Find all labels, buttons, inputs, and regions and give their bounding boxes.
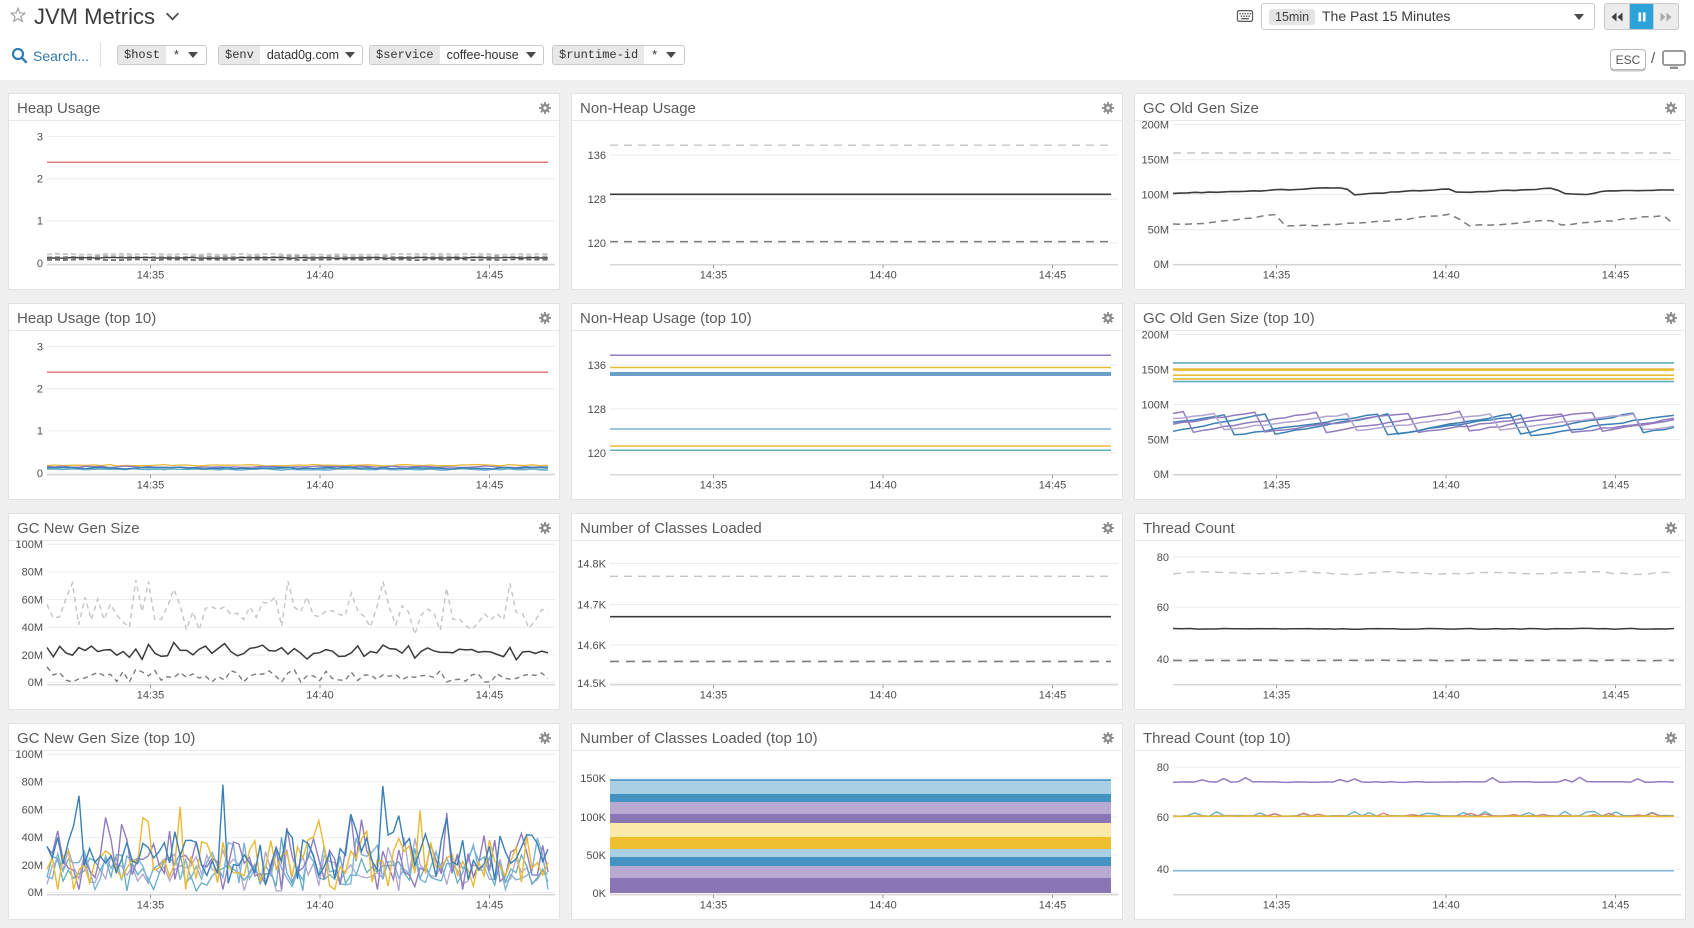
svg-text:14:35: 14:35 [700, 480, 728, 492]
svg-text:1: 1 [37, 426, 43, 438]
svg-text:0: 0 [37, 468, 43, 480]
svg-text:120: 120 [588, 448, 606, 460]
svg-text:40M: 40M [22, 832, 43, 844]
svg-text:100M: 100M [1141, 189, 1169, 201]
svg-text:0M: 0M [28, 677, 43, 689]
svg-text:120: 120 [588, 238, 606, 250]
svg-text:0M: 0M [1154, 469, 1169, 481]
svg-text:1: 1 [37, 216, 43, 228]
svg-text:0: 0 [37, 258, 43, 270]
svg-text:50M: 50M [1148, 224, 1169, 236]
svg-text:60: 60 [1157, 812, 1169, 824]
svg-text:128: 128 [588, 194, 606, 206]
svg-text:128: 128 [588, 404, 606, 416]
svg-text:14:45: 14:45 [1039, 690, 1067, 702]
svg-text:14:40: 14:40 [869, 690, 897, 702]
svg-text:14:40: 14:40 [1432, 690, 1460, 702]
svg-text:14.8K: 14.8K [577, 558, 606, 570]
svg-text:14:40: 14:40 [1432, 900, 1460, 912]
svg-text:14:40: 14:40 [869, 270, 897, 282]
svg-text:60M: 60M [22, 804, 43, 816]
svg-text:2: 2 [37, 174, 43, 186]
svg-text:14:35: 14:35 [137, 270, 165, 282]
svg-text:14:40: 14:40 [869, 900, 897, 912]
svg-text:60M: 60M [22, 594, 43, 606]
svg-text:14:45: 14:45 [476, 690, 504, 702]
svg-text:50K: 50K [586, 850, 606, 862]
svg-text:3: 3 [37, 341, 43, 353]
svg-text:14:45: 14:45 [1602, 480, 1630, 492]
svg-text:14:45: 14:45 [1602, 270, 1630, 282]
svg-text:200M: 200M [1141, 120, 1169, 131]
svg-text:20M: 20M [22, 860, 43, 872]
svg-text:100M: 100M [1141, 399, 1169, 411]
svg-text:40: 40 [1157, 654, 1169, 666]
svg-text:14.5K: 14.5K [577, 678, 606, 690]
svg-text:14:40: 14:40 [306, 270, 334, 282]
svg-text:14:40: 14:40 [306, 900, 334, 912]
svg-text:80: 80 [1157, 762, 1169, 774]
svg-text:14:35: 14:35 [700, 900, 728, 912]
svg-text:14:35: 14:35 [1263, 690, 1291, 702]
svg-text:14:45: 14:45 [476, 480, 504, 492]
svg-text:0M: 0M [1154, 259, 1169, 271]
svg-text:200M: 200M [1141, 330, 1169, 341]
svg-text:100M: 100M [15, 750, 43, 761]
svg-text:14:45: 14:45 [476, 270, 504, 282]
svg-text:14:45: 14:45 [1039, 900, 1067, 912]
svg-text:40M: 40M [22, 622, 43, 634]
svg-text:14:35: 14:35 [1263, 480, 1291, 492]
svg-text:14:35: 14:35 [1263, 270, 1291, 282]
svg-text:14:35: 14:35 [1263, 900, 1291, 912]
svg-text:3: 3 [37, 131, 43, 143]
svg-text:14:45: 14:45 [1039, 270, 1067, 282]
svg-text:14:40: 14:40 [1432, 480, 1460, 492]
svg-text:80M: 80M [22, 567, 43, 579]
svg-text:150K: 150K [580, 773, 606, 785]
svg-text:14:40: 14:40 [1432, 270, 1460, 282]
svg-text:40: 40 [1157, 864, 1169, 876]
svg-text:14:35: 14:35 [700, 690, 728, 702]
svg-text:150M: 150M [1141, 154, 1169, 166]
svg-text:60: 60 [1157, 602, 1169, 614]
svg-text:14:45: 14:45 [476, 900, 504, 912]
svg-text:14:35: 14:35 [700, 270, 728, 282]
svg-text:50M: 50M [1148, 434, 1169, 446]
svg-text:14:45: 14:45 [1602, 900, 1630, 912]
svg-text:14:35: 14:35 [137, 480, 165, 492]
svg-text:14:40: 14:40 [306, 480, 334, 492]
svg-text:14:45: 14:45 [1602, 690, 1630, 702]
svg-text:80M: 80M [22, 777, 43, 789]
svg-text:14:35: 14:35 [137, 900, 165, 912]
svg-text:2: 2 [37, 384, 43, 396]
svg-text:14:45: 14:45 [1039, 480, 1067, 492]
svg-text:136: 136 [588, 360, 606, 372]
svg-text:150M: 150M [1141, 364, 1169, 376]
svg-text:0M: 0M [28, 887, 43, 899]
svg-text:100K: 100K [580, 812, 606, 824]
svg-text:14:40: 14:40 [869, 480, 897, 492]
svg-text:14.7K: 14.7K [577, 599, 606, 611]
svg-text:14.6K: 14.6K [577, 640, 606, 652]
svg-text:136: 136 [588, 150, 606, 162]
svg-text:20M: 20M [22, 650, 43, 662]
svg-text:14:35: 14:35 [137, 690, 165, 702]
svg-text:80: 80 [1157, 552, 1169, 564]
svg-text:0K: 0K [593, 888, 607, 900]
svg-text:100M: 100M [15, 540, 43, 551]
svg-text:14:40: 14:40 [306, 690, 334, 702]
